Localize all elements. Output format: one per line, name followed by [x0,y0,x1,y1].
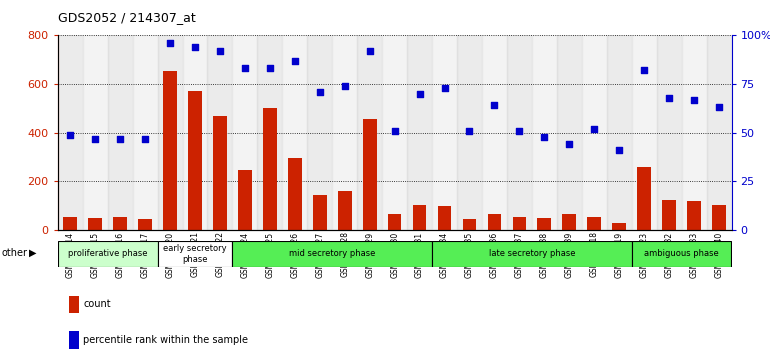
Bar [332,35,357,230]
Point [114,136,126,141]
Point [538,134,551,139]
Text: other: other [2,248,28,258]
Text: GDS2052 / 214307_at: GDS2052 / 214307_at [58,11,196,24]
Bar [607,35,631,230]
Point [64,132,76,138]
Bar [63,217,77,230]
Text: ▶: ▶ [29,248,37,258]
Bar [263,108,276,230]
Point [189,44,201,50]
Bar [182,35,207,230]
Bar [463,219,477,230]
Bar [657,35,681,230]
Point [139,136,151,141]
Bar [681,35,707,230]
Bar [58,241,158,267]
Bar [139,219,152,230]
Bar [388,214,401,230]
Bar [631,35,657,230]
Bar [582,35,607,230]
Bar [557,35,582,230]
Bar [457,35,482,230]
Text: proliferative phase: proliferative phase [68,250,147,258]
Bar [413,205,427,230]
Point [638,68,651,73]
Bar [363,119,377,230]
Bar [108,35,132,230]
Bar [382,35,407,230]
Text: ambiguous phase: ambiguous phase [644,250,719,258]
Text: mid secretory phase: mid secretory phase [289,250,376,258]
Bar [338,191,352,230]
Bar [631,241,732,267]
Text: late secretory phase: late secretory phase [489,250,575,258]
Bar [58,35,82,230]
Bar [113,217,127,230]
Bar [238,170,252,230]
Point [89,136,102,141]
Bar [687,201,701,230]
Point [588,126,601,132]
Point [514,128,526,133]
Bar [158,241,233,267]
Bar [132,35,158,230]
Point [164,40,176,46]
Bar [612,223,626,230]
Bar [283,35,307,230]
Point [263,65,276,71]
Bar [288,158,302,230]
Point [438,85,450,91]
Bar [407,35,432,230]
Bar [432,241,631,267]
Bar [588,217,601,230]
Bar [188,91,202,230]
Point [313,89,326,95]
Point [563,142,575,147]
Point [339,83,351,89]
Bar [482,35,507,230]
Bar [537,218,551,230]
Bar [712,205,726,230]
Point [239,65,251,71]
Bar [487,214,501,230]
Bar [507,35,532,230]
Bar [257,35,283,230]
Bar [662,200,676,230]
Bar [89,218,102,230]
Text: percentile rank within the sample: percentile rank within the sample [83,335,248,345]
Point [214,48,226,54]
Point [289,58,301,63]
Point [613,147,625,153]
Bar [562,214,576,230]
Point [488,103,500,108]
Bar [233,241,432,267]
Point [663,95,675,101]
Text: count: count [83,299,111,309]
Bar [307,35,332,230]
Point [688,97,700,102]
Bar [432,35,457,230]
Bar [532,35,557,230]
Bar [513,217,526,230]
Text: early secretory
phase: early secretory phase [163,244,227,264]
Point [388,128,400,133]
Bar [707,35,732,230]
Bar [437,206,451,230]
Point [713,104,725,110]
Point [413,91,426,97]
Bar [313,195,326,230]
Bar [213,116,227,230]
Bar [233,35,257,230]
Point [464,128,476,133]
Bar [357,35,382,230]
Bar [163,71,177,230]
Bar [158,35,182,230]
Point [363,48,376,54]
Bar [638,167,651,230]
Bar [82,35,108,230]
Bar [207,35,233,230]
